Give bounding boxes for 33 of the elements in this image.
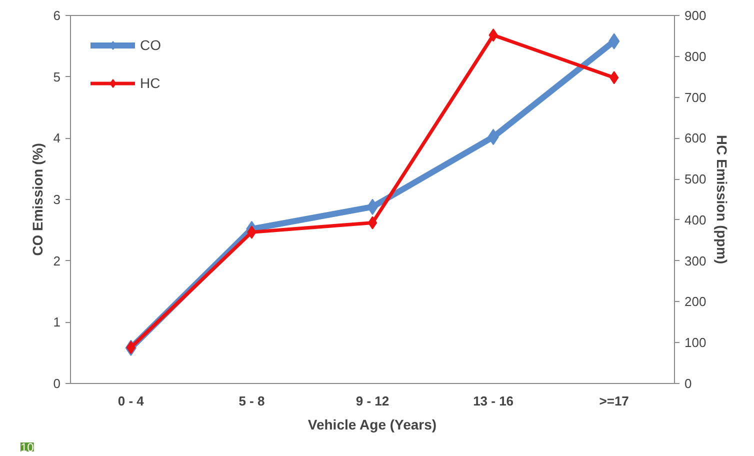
y2-tick-label: 700 xyxy=(684,90,706,105)
y-tick-label: 4 xyxy=(53,130,61,146)
x-tick-label: 5 - 8 xyxy=(238,394,265,408)
point xyxy=(368,216,378,230)
point xyxy=(488,28,498,42)
y2-tick-label: 0 xyxy=(684,376,692,391)
point xyxy=(366,198,378,215)
y-tick-label: 0 xyxy=(53,376,61,391)
point xyxy=(247,226,256,239)
x-tick-label: 0 - 4 xyxy=(118,394,145,408)
text: 10 xyxy=(20,440,34,454)
y2-tick-label: 400 xyxy=(684,212,706,228)
y2-tick-label: 600 xyxy=(684,130,706,146)
x-tick-label: 9 - 12 xyxy=(356,394,390,408)
y2-tick-label: 500 xyxy=(684,172,706,187)
y2-tick-label: 900 xyxy=(684,8,706,23)
y2-tick-label: 300 xyxy=(684,253,706,268)
y-tick-label: 1 xyxy=(53,314,61,330)
y-tick-label: 2 xyxy=(53,253,61,268)
y2-tick-label: 100 xyxy=(684,335,706,350)
x-axis-title: Vehicle Age (Years) xyxy=(308,416,437,432)
legend-label: CO xyxy=(140,37,161,53)
y-tick-label: 6 xyxy=(53,8,61,23)
y-axis-title: CO Emission (%) xyxy=(29,143,46,256)
legend-label: HC xyxy=(140,75,160,91)
y2-tick-label: 200 xyxy=(684,294,706,310)
y-tick-label: 5 xyxy=(53,69,61,84)
point xyxy=(610,71,619,84)
y2-axis-title: HC Emission (ppm) xyxy=(714,134,730,264)
x-tick-label: 13 - 16 xyxy=(473,394,514,408)
y2-tick-label: 800 xyxy=(684,48,706,64)
x-tick-label: >=17 xyxy=(599,394,629,408)
y-tick-label: 3 xyxy=(53,192,61,207)
